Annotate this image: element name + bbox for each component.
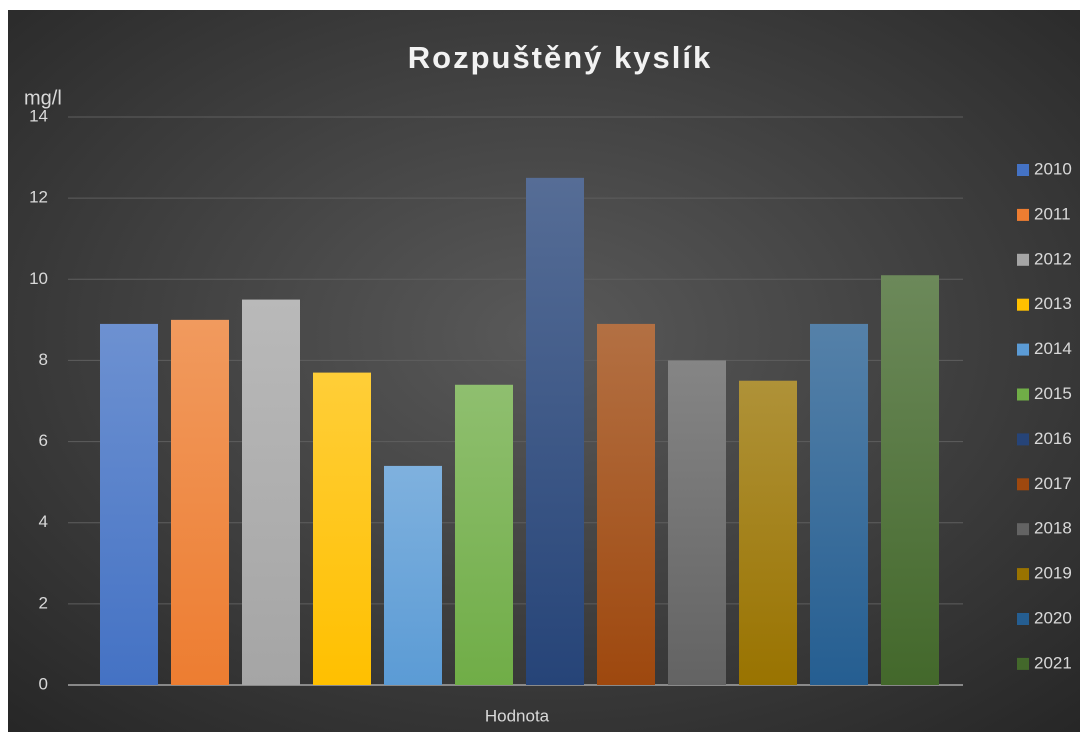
y-axis-label: mg/l (24, 87, 62, 109)
chart-title: Rozpuštěný kyslík (408, 40, 712, 75)
legend-label: 2021 (1034, 653, 1072, 672)
legend-label: 2013 (1034, 294, 1072, 313)
y-tick-label: 8 (39, 350, 48, 369)
y-tick-label: 4 (39, 512, 48, 531)
legend-label: 2019 (1034, 564, 1072, 583)
bar (171, 319, 229, 685)
y-tick-label: 12 (29, 188, 48, 207)
legend-label: 2020 (1034, 608, 1072, 627)
legend-swatch (1017, 298, 1029, 311)
legend-swatch (1017, 388, 1029, 401)
legend-swatch (1017, 164, 1029, 176)
bar (100, 323, 158, 685)
bar (455, 384, 513, 685)
legend-swatch (1017, 613, 1029, 625)
bar (810, 323, 868, 685)
legend-label: 2014 (1034, 339, 1072, 358)
legend-label: 2011 (1034, 204, 1071, 223)
bar (881, 275, 939, 685)
legend-swatch (1017, 568, 1029, 581)
bar (739, 380, 797, 685)
legend-label: 2016 (1034, 429, 1072, 448)
x-tick-label: Hodnota (485, 706, 550, 725)
legend-label: 2015 (1034, 384, 1072, 403)
legend-swatch (1017, 343, 1029, 356)
y-tick-label: 10 (29, 269, 48, 288)
y-tick-label: 6 (39, 431, 48, 450)
bar (313, 372, 371, 685)
y-tick-label: 14 (29, 106, 48, 125)
y-tick-label: 0 (39, 674, 48, 693)
bar (668, 360, 726, 685)
legend-swatch (1017, 478, 1029, 491)
bar (526, 177, 584, 685)
bar (384, 465, 442, 685)
y-tick-label: 2 (39, 593, 48, 612)
legend-swatch (1017, 657, 1029, 670)
bar (242, 299, 300, 685)
legend-swatch (1017, 253, 1029, 266)
legend-label: 2017 (1034, 474, 1072, 493)
legend-swatch (1017, 523, 1029, 536)
legend-label: 2018 (1034, 519, 1072, 538)
legend-swatch (1017, 433, 1029, 446)
legend-swatch (1017, 208, 1029, 221)
legend-label: 2010 (1034, 159, 1072, 178)
bar (597, 323, 655, 685)
legend-label: 2012 (1034, 249, 1072, 268)
